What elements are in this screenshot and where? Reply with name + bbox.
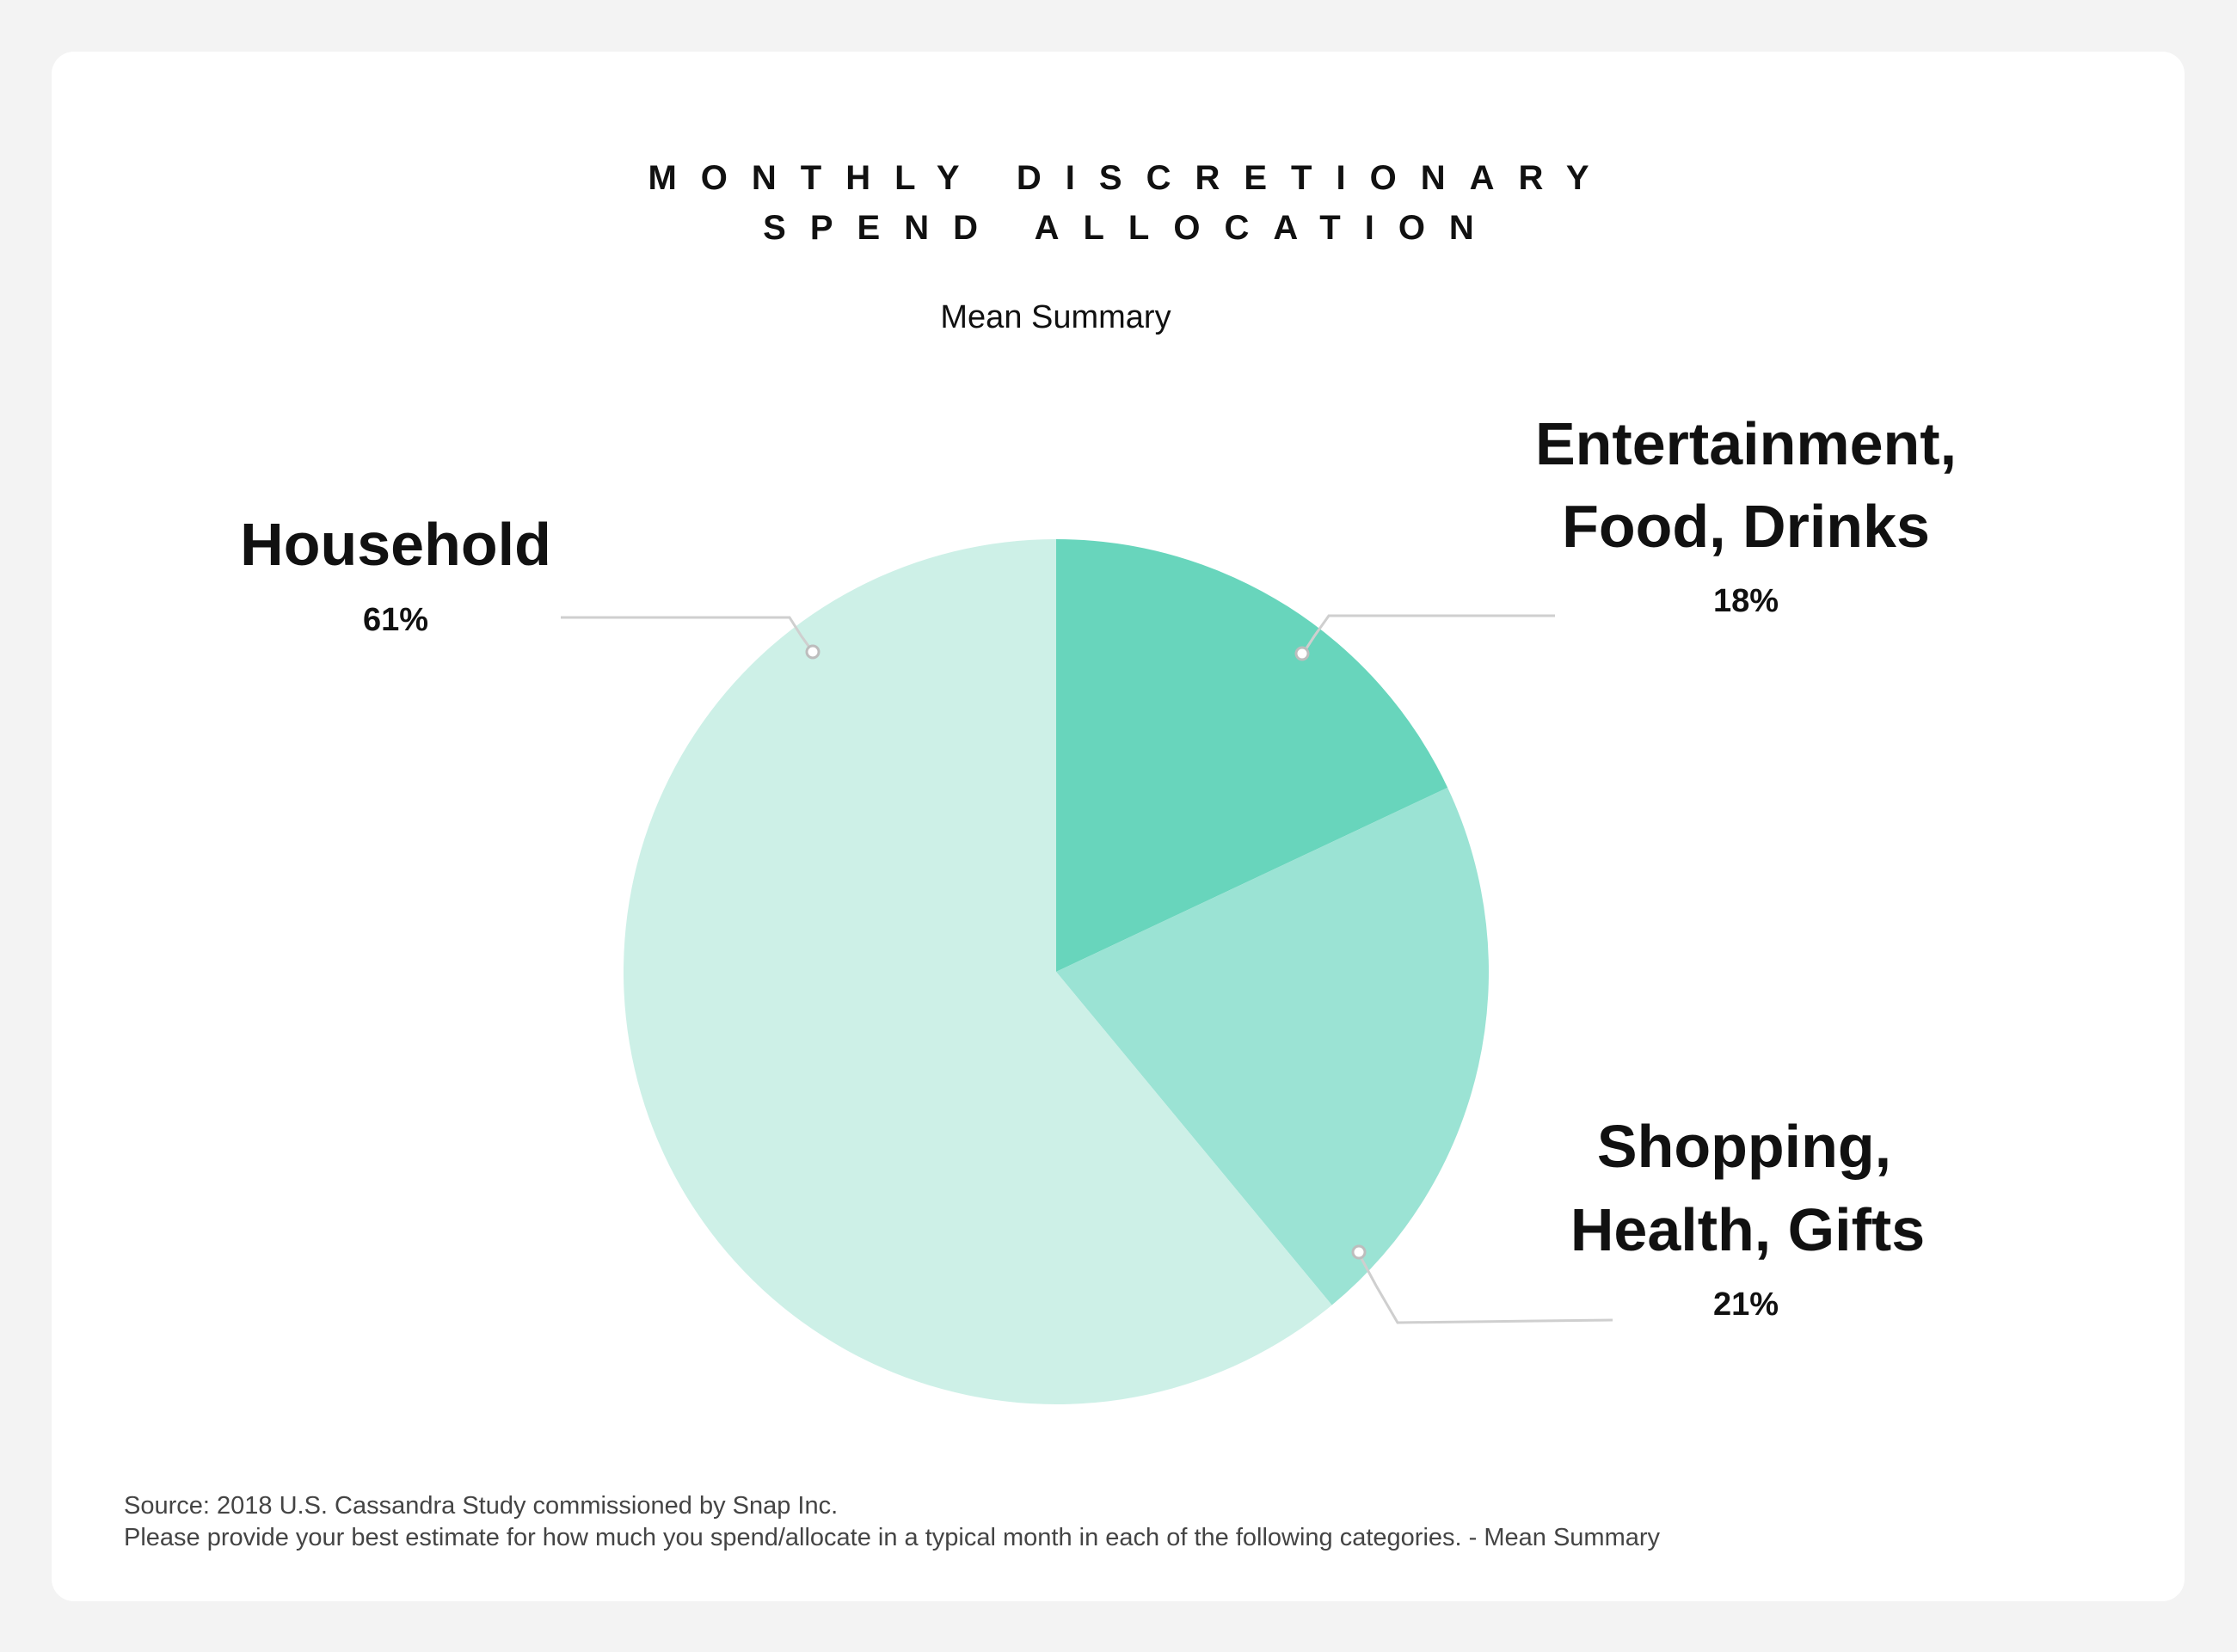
slice-label-household: Household 61% xyxy=(240,511,551,638)
chart-footnote: Source: 2018 U.S. Cassandra Study commis… xyxy=(124,1490,1660,1554)
leader-line-entertainment xyxy=(1301,614,1555,654)
slice-name-household: Household xyxy=(240,511,551,578)
leader-dots xyxy=(805,644,1367,1260)
leader-dot-household xyxy=(805,644,820,660)
pie-slices xyxy=(623,539,1490,1404)
chart-subtitle: Mean Summary xyxy=(940,299,1171,335)
leader-lines xyxy=(561,614,1613,1324)
slice-name-entertainment-line-2: Food, Drinks xyxy=(1562,493,1930,560)
leader-line-shopping xyxy=(1357,1253,1613,1324)
slice-value-shopping: 21% xyxy=(1713,1287,1779,1323)
question-line: Please provide your best estimate for ho… xyxy=(124,1524,1661,1551)
pie-slice-2 xyxy=(1056,787,1490,1305)
chart-title-line-2: SPEND ALLOCATION xyxy=(763,209,1498,247)
leader-dot-shopping xyxy=(1351,1244,1367,1260)
leader-dot-entertainment xyxy=(1294,646,1310,661)
slice-label-shopping: Shopping, Health, Gifts 21% xyxy=(1570,1113,1925,1323)
slice-label-entertainment: Entertainment, Food, Drinks 18% xyxy=(1535,410,1957,619)
pie-slice-3 xyxy=(623,539,1332,1404)
slice-name-shopping-line-1: Shopping, xyxy=(1597,1113,1891,1180)
slice-value-entertainment: 18% xyxy=(1713,583,1779,619)
slice-value-household: 61% xyxy=(363,602,428,638)
chart-title-line-1: MONTHLY DISCRETIONARY xyxy=(648,159,1613,197)
leader-line-household xyxy=(561,616,814,653)
pie-slice-1 xyxy=(1056,539,1448,972)
source-line: Source: 2018 U.S. Cassandra Study commis… xyxy=(124,1492,839,1520)
chart-title: MONTHLY DISCRETIONARY SPEND ALLOCATION xyxy=(0,153,2237,253)
slice-name-shopping-line-2: Health, Gifts xyxy=(1570,1196,1925,1263)
slice-name-entertainment-line-1: Entertainment, xyxy=(1535,410,1957,477)
